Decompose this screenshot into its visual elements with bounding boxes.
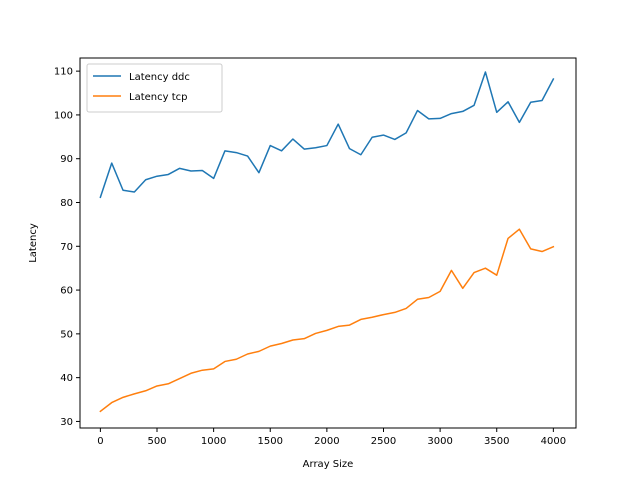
legend-entry-label: Latency ddc	[129, 72, 190, 83]
x-tick-label: 500	[147, 436, 166, 447]
series-layer	[99, 71, 555, 413]
x-tick-label: 2500	[371, 436, 396, 447]
y-tick-label: 40	[60, 373, 73, 384]
x-tick-label: 0	[97, 436, 103, 447]
x-tick-label: 3000	[427, 436, 452, 447]
legend-entry-label: Latency tcp	[129, 92, 187, 103]
x-axis-ticks: 0 500 1000 1500 2000 2500 3000 3500 4000	[97, 428, 566, 447]
x-tick-label: 2000	[314, 436, 339, 447]
y-axis-label: Latency	[28, 223, 39, 263]
x-tick-label: 3500	[484, 436, 509, 447]
y-tick-label: 110	[54, 67, 73, 78]
x-axis-label: Array Size	[303, 459, 354, 470]
axes-frame	[79, 57, 577, 429]
y-tick-label: 70	[60, 242, 73, 253]
y-tick-label: 50	[60, 329, 73, 340]
x-tick-label: 1500	[258, 436, 283, 447]
y-tick-label: 80	[60, 198, 73, 209]
legend: Latency ddc Latency tcp	[86, 63, 223, 113]
y-tick-label: 30	[60, 417, 73, 428]
x-tick-label: 1000	[201, 436, 226, 447]
y-tick-label: 90	[60, 154, 73, 165]
y-axis-ticks: 30 40 50 60 70 80 90 100 110	[54, 67, 80, 428]
y-tick-label: 60	[60, 286, 73, 297]
y-tick-label: 100	[54, 110, 73, 121]
series-line-latency-tcp	[99, 228, 555, 413]
series-line-latency-ddc	[99, 71, 555, 199]
x-tick-label: 4000	[541, 436, 566, 447]
